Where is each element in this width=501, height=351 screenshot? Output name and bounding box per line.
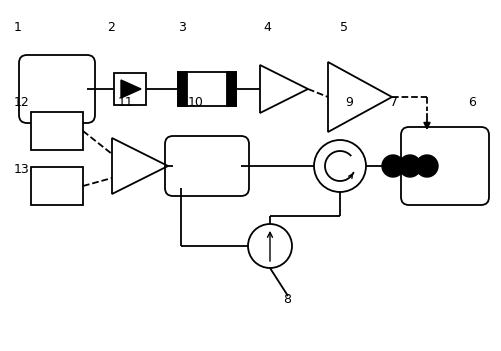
- Bar: [178, 72, 236, 106]
- Text: 10: 10: [188, 96, 204, 109]
- Bar: [114, 73, 146, 105]
- Text: 4: 4: [263, 21, 271, 34]
- FancyBboxPatch shape: [401, 127, 489, 205]
- Text: 5: 5: [340, 21, 348, 34]
- Text: 11: 11: [118, 96, 134, 109]
- Text: 9: 9: [345, 96, 353, 109]
- Circle shape: [399, 155, 421, 177]
- Text: 8: 8: [283, 293, 291, 306]
- Bar: [31, 112, 83, 150]
- FancyBboxPatch shape: [165, 136, 249, 196]
- Text: 7: 7: [390, 96, 398, 109]
- Text: 12: 12: [14, 96, 30, 109]
- Bar: [31, 167, 83, 205]
- Text: 6: 6: [468, 96, 476, 109]
- Circle shape: [416, 155, 438, 177]
- Text: 13: 13: [14, 163, 30, 176]
- FancyBboxPatch shape: [19, 55, 95, 123]
- Text: 1: 1: [14, 21, 22, 34]
- Text: 2: 2: [107, 21, 115, 34]
- Text: 3: 3: [178, 21, 186, 34]
- Bar: [178, 72, 187, 106]
- Circle shape: [382, 155, 404, 177]
- Bar: [227, 72, 236, 106]
- Polygon shape: [121, 80, 141, 98]
